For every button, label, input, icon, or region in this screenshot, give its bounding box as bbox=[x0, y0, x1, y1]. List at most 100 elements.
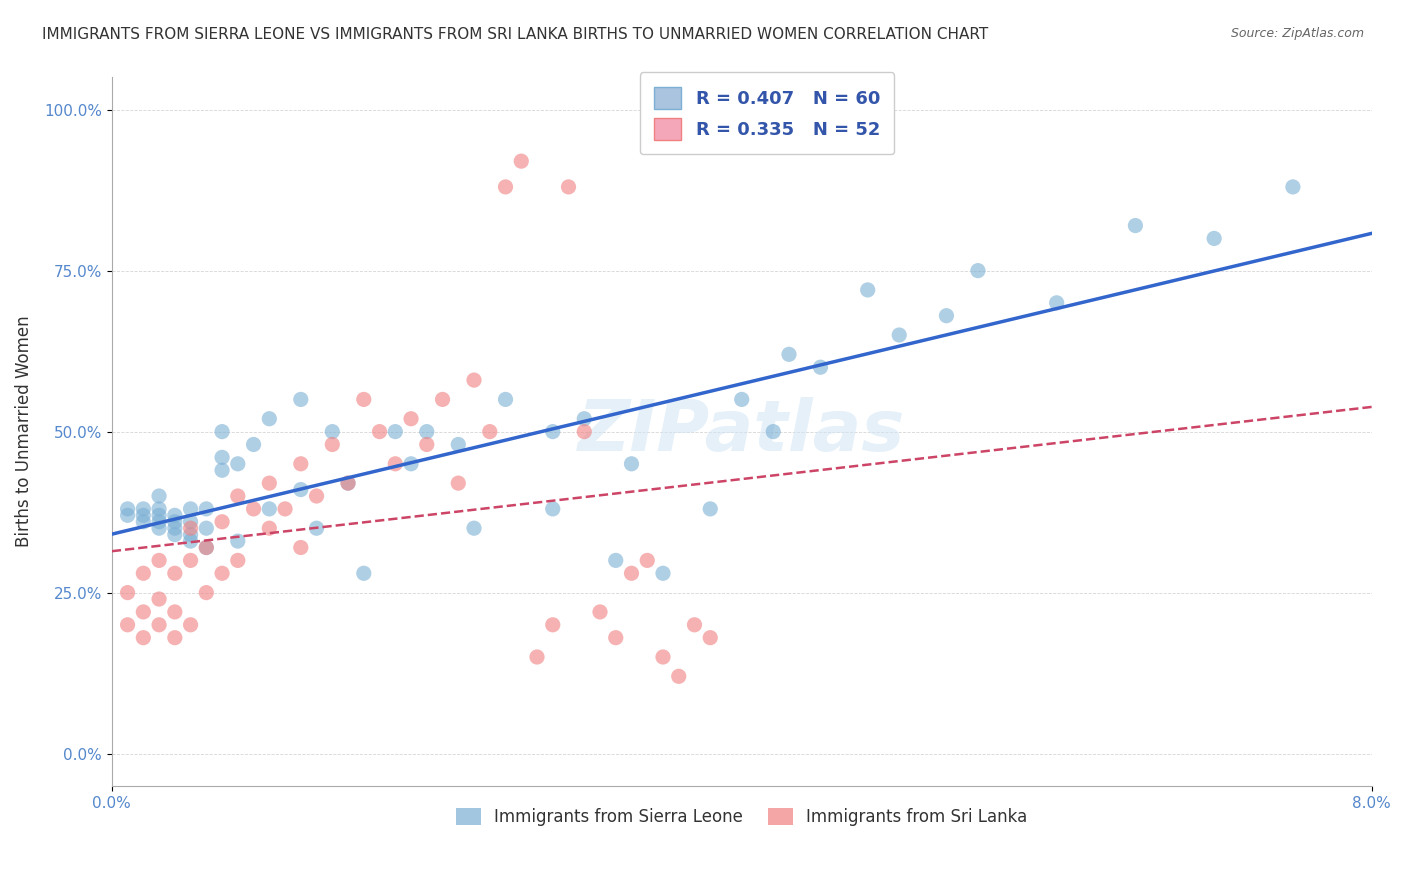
Point bbox=[541, 502, 564, 516]
Text: IMMIGRANTS FROM SIERRA LEONE VS IMMIGRANTS FROM SRI LANKA BIRTHS TO UNMARRIED WO: IMMIGRANTS FROM SIERRA LEONE VS IMMIGRAN… bbox=[42, 27, 988, 42]
Point bbox=[699, 631, 721, 645]
Point bbox=[605, 631, 627, 645]
Point bbox=[478, 425, 501, 439]
Point bbox=[117, 617, 139, 632]
Point bbox=[589, 605, 612, 619]
Point bbox=[935, 309, 957, 323]
Point bbox=[495, 180, 517, 194]
Point bbox=[132, 605, 155, 619]
Point bbox=[117, 508, 139, 523]
Point bbox=[510, 154, 533, 169]
Point bbox=[1046, 295, 1069, 310]
Point bbox=[242, 502, 264, 516]
Point bbox=[259, 502, 281, 516]
Point bbox=[195, 521, 218, 535]
Point bbox=[526, 650, 548, 665]
Point bbox=[259, 411, 281, 425]
Point bbox=[290, 483, 312, 497]
Point bbox=[180, 617, 202, 632]
Point bbox=[195, 541, 218, 555]
Point bbox=[163, 508, 186, 523]
Point bbox=[242, 437, 264, 451]
Point bbox=[321, 425, 343, 439]
Point bbox=[368, 425, 391, 439]
Point bbox=[810, 360, 832, 375]
Point bbox=[495, 392, 517, 407]
Legend: Immigrants from Sierra Leone, Immigrants from Sri Lanka: Immigrants from Sierra Leone, Immigrants… bbox=[447, 799, 1036, 834]
Point bbox=[132, 631, 155, 645]
Point bbox=[180, 521, 202, 535]
Point bbox=[574, 411, 596, 425]
Point bbox=[1204, 231, 1226, 245]
Point bbox=[180, 527, 202, 541]
Point bbox=[399, 457, 422, 471]
Point bbox=[211, 463, 233, 477]
Point bbox=[557, 180, 579, 194]
Point bbox=[163, 515, 186, 529]
Point bbox=[163, 527, 186, 541]
Point bbox=[463, 373, 485, 387]
Point bbox=[463, 521, 485, 535]
Point bbox=[353, 566, 375, 581]
Point bbox=[967, 263, 990, 277]
Point bbox=[305, 521, 328, 535]
Point bbox=[541, 617, 564, 632]
Point bbox=[148, 617, 170, 632]
Point bbox=[447, 437, 470, 451]
Point bbox=[699, 502, 721, 516]
Point bbox=[416, 437, 439, 451]
Point bbox=[163, 605, 186, 619]
Point bbox=[290, 457, 312, 471]
Point bbox=[274, 502, 297, 516]
Point bbox=[117, 502, 139, 516]
Text: ZIPatlas: ZIPatlas bbox=[578, 397, 905, 467]
Point bbox=[416, 425, 439, 439]
Point bbox=[574, 425, 596, 439]
Point bbox=[195, 541, 218, 555]
Point bbox=[259, 521, 281, 535]
Point bbox=[117, 585, 139, 599]
Point bbox=[132, 566, 155, 581]
Point bbox=[731, 392, 754, 407]
Point bbox=[541, 425, 564, 439]
Point bbox=[180, 502, 202, 516]
Text: Source: ZipAtlas.com: Source: ZipAtlas.com bbox=[1230, 27, 1364, 40]
Point bbox=[148, 502, 170, 516]
Point bbox=[778, 347, 800, 361]
Point bbox=[163, 521, 186, 535]
Point bbox=[195, 502, 218, 516]
Point bbox=[337, 476, 360, 491]
Y-axis label: Births to Unmarried Women: Births to Unmarried Women bbox=[15, 316, 32, 548]
Point bbox=[148, 553, 170, 567]
Point bbox=[605, 553, 627, 567]
Point bbox=[305, 489, 328, 503]
Point bbox=[337, 476, 360, 491]
Point bbox=[636, 553, 658, 567]
Point bbox=[683, 617, 706, 632]
Point bbox=[399, 411, 422, 425]
Point bbox=[226, 489, 249, 503]
Point bbox=[321, 437, 343, 451]
Point bbox=[447, 476, 470, 491]
Point bbox=[148, 489, 170, 503]
Point bbox=[668, 669, 690, 683]
Point bbox=[620, 457, 643, 471]
Point bbox=[180, 534, 202, 549]
Point bbox=[211, 450, 233, 465]
Point bbox=[148, 508, 170, 523]
Point bbox=[132, 502, 155, 516]
Point bbox=[211, 425, 233, 439]
Point bbox=[211, 566, 233, 581]
Point bbox=[1125, 219, 1147, 233]
Point bbox=[180, 553, 202, 567]
Point bbox=[163, 566, 186, 581]
Point bbox=[889, 328, 911, 343]
Point bbox=[180, 515, 202, 529]
Point bbox=[132, 508, 155, 523]
Point bbox=[148, 592, 170, 607]
Point bbox=[290, 541, 312, 555]
Point bbox=[1282, 180, 1305, 194]
Point bbox=[132, 515, 155, 529]
Point bbox=[226, 553, 249, 567]
Point bbox=[259, 476, 281, 491]
